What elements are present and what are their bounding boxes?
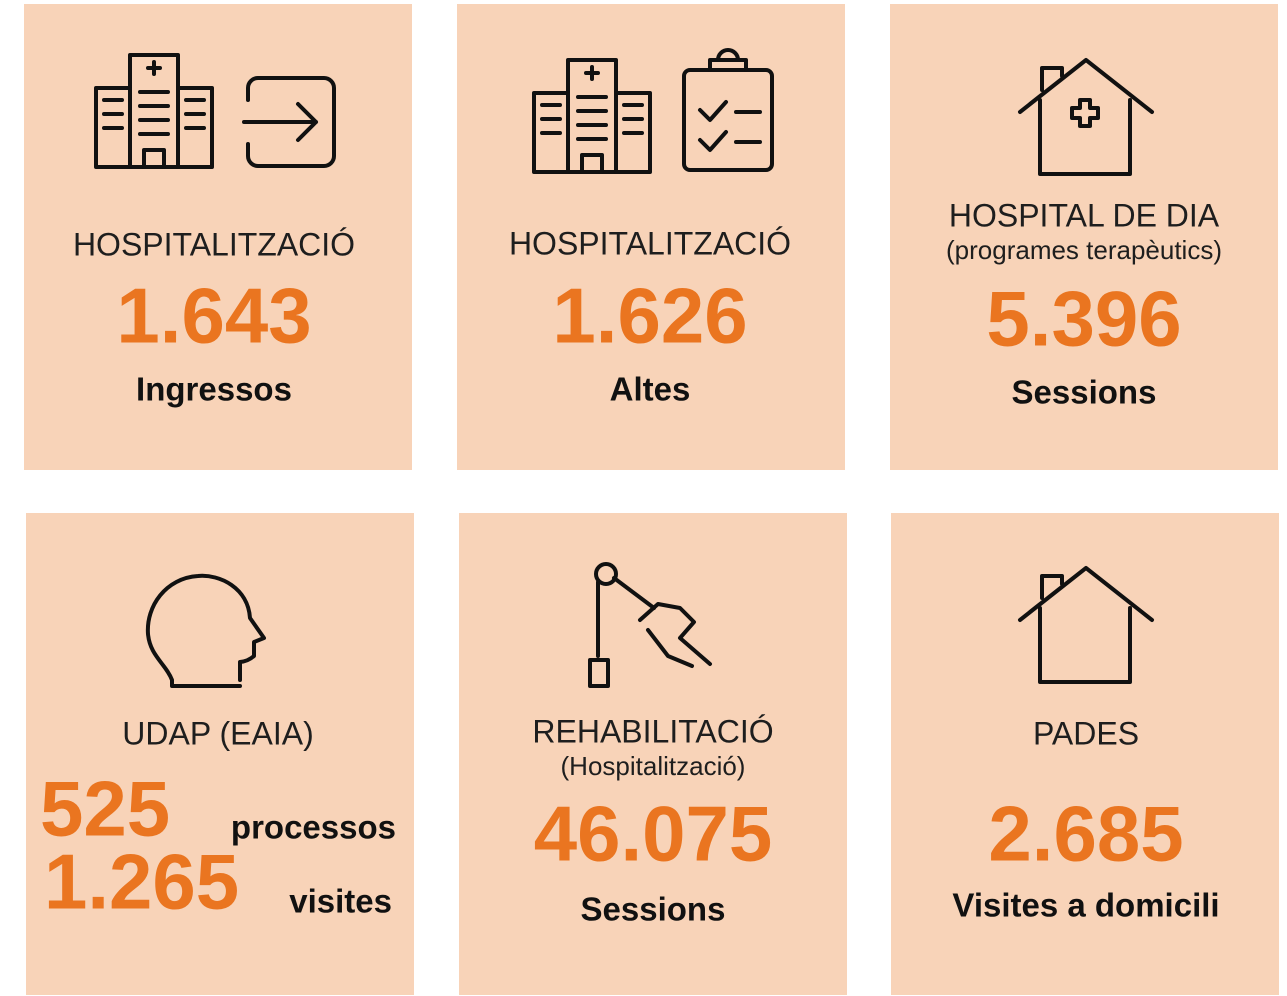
- card-label: Sessions: [581, 891, 726, 928]
- card-title: UDAP (EAIA): [122, 715, 313, 751]
- card-value: 5.396: [986, 275, 1181, 363]
- card-value: 1.626: [552, 272, 747, 360]
- card: [24, 4, 412, 470]
- clipboard-icon: [682, 48, 774, 172]
- card-value: 1.643: [116, 272, 311, 360]
- card-label: Altes: [610, 371, 691, 408]
- card-title: PADES: [1033, 715, 1139, 751]
- card-title: HOSPITALITZACIÓ: [509, 225, 791, 261]
- card-value: 46.075: [534, 790, 773, 878]
- card-value: 2.685: [988, 790, 1183, 878]
- card: [26, 513, 414, 995]
- hospital-icon: [94, 53, 214, 169]
- house-icon: [1018, 566, 1154, 684]
- home-care-icon: [1018, 58, 1154, 176]
- card-label: processos: [231, 809, 396, 846]
- card-label: Sessions: [1012, 374, 1157, 411]
- card-label: Visites a domicili: [952, 887, 1219, 924]
- card: [457, 4, 845, 470]
- head-icon: [145, 573, 266, 688]
- card-value: 1.265: [44, 838, 239, 926]
- enter-icon: [242, 76, 336, 168]
- card: [891, 513, 1279, 995]
- card: [459, 513, 847, 995]
- rehab-icon: [588, 562, 712, 688]
- card-label: visites: [289, 883, 392, 920]
- card-value: 525: [40, 765, 170, 853]
- card-title: HOSPITAL DE DIA: [949, 197, 1220, 233]
- card-title: HOSPITALITZACIÓ: [73, 226, 355, 262]
- card: [890, 4, 1278, 470]
- card-label: Ingressos: [136, 371, 292, 408]
- hospital-icon: [532, 58, 652, 174]
- card-subtitle: (programes terapèutics): [946, 235, 1222, 265]
- card-title: REHABILITACIÓ: [532, 713, 773, 749]
- card-subtitle: (Hospitalització): [561, 751, 746, 781]
